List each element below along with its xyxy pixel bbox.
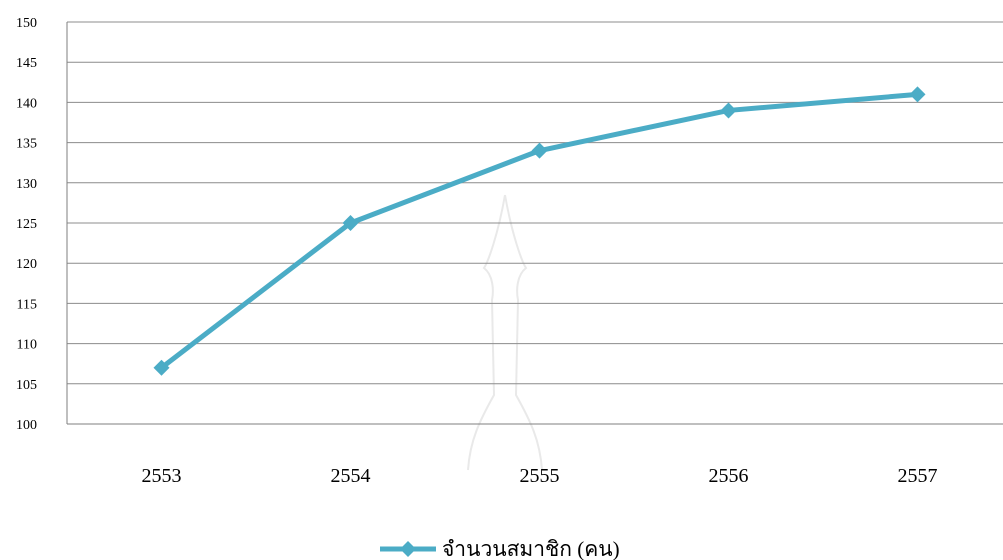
y-tick-label: 125 [16, 217, 37, 232]
y-tick-label: 135 [16, 137, 37, 152]
y-tick-label: 105 [16, 378, 37, 393]
y-tick-label: 140 [16, 96, 37, 111]
y-tick-label: 110 [17, 338, 37, 353]
x-axis-ticks: 2553 2554 2555 2556 2557 [142, 465, 938, 487]
x-tick-label: 2556 [709, 465, 749, 487]
x-tick-label: 2553 [142, 465, 182, 487]
watermark [467, 194, 543, 471]
legend-label: จำนวนสมาชิก (คน) [442, 537, 620, 560]
y-tick-label: 150 [16, 16, 37, 31]
x-tick-label: 2555 [520, 465, 560, 487]
data-point-marker [720, 102, 737, 119]
gridlines [66, 21, 1003, 425]
data-point-marker [153, 359, 170, 376]
y-axis-ticks: 100 105 110 115 120 125 130 135 140 145 150 [16, 16, 37, 433]
x-tick-label: 2554 [331, 465, 371, 487]
y-tick-label: 100 [16, 418, 37, 433]
y-tick-label: 130 [16, 177, 37, 192]
legend: จำนวนสมาชิก (คน) [380, 537, 620, 560]
legend-marker [400, 541, 416, 557]
x-tick-label: 2557 [898, 465, 938, 487]
series-line [159, 91, 920, 371]
y-tick-label: 115 [17, 297, 37, 312]
y-tick-label: 120 [16, 257, 37, 272]
data-point-marker [531, 142, 548, 159]
data-point-marker [909, 86, 926, 103]
series-lines [153, 86, 926, 376]
y-tick-label: 145 [16, 56, 37, 71]
data-point-marker [342, 215, 359, 231]
